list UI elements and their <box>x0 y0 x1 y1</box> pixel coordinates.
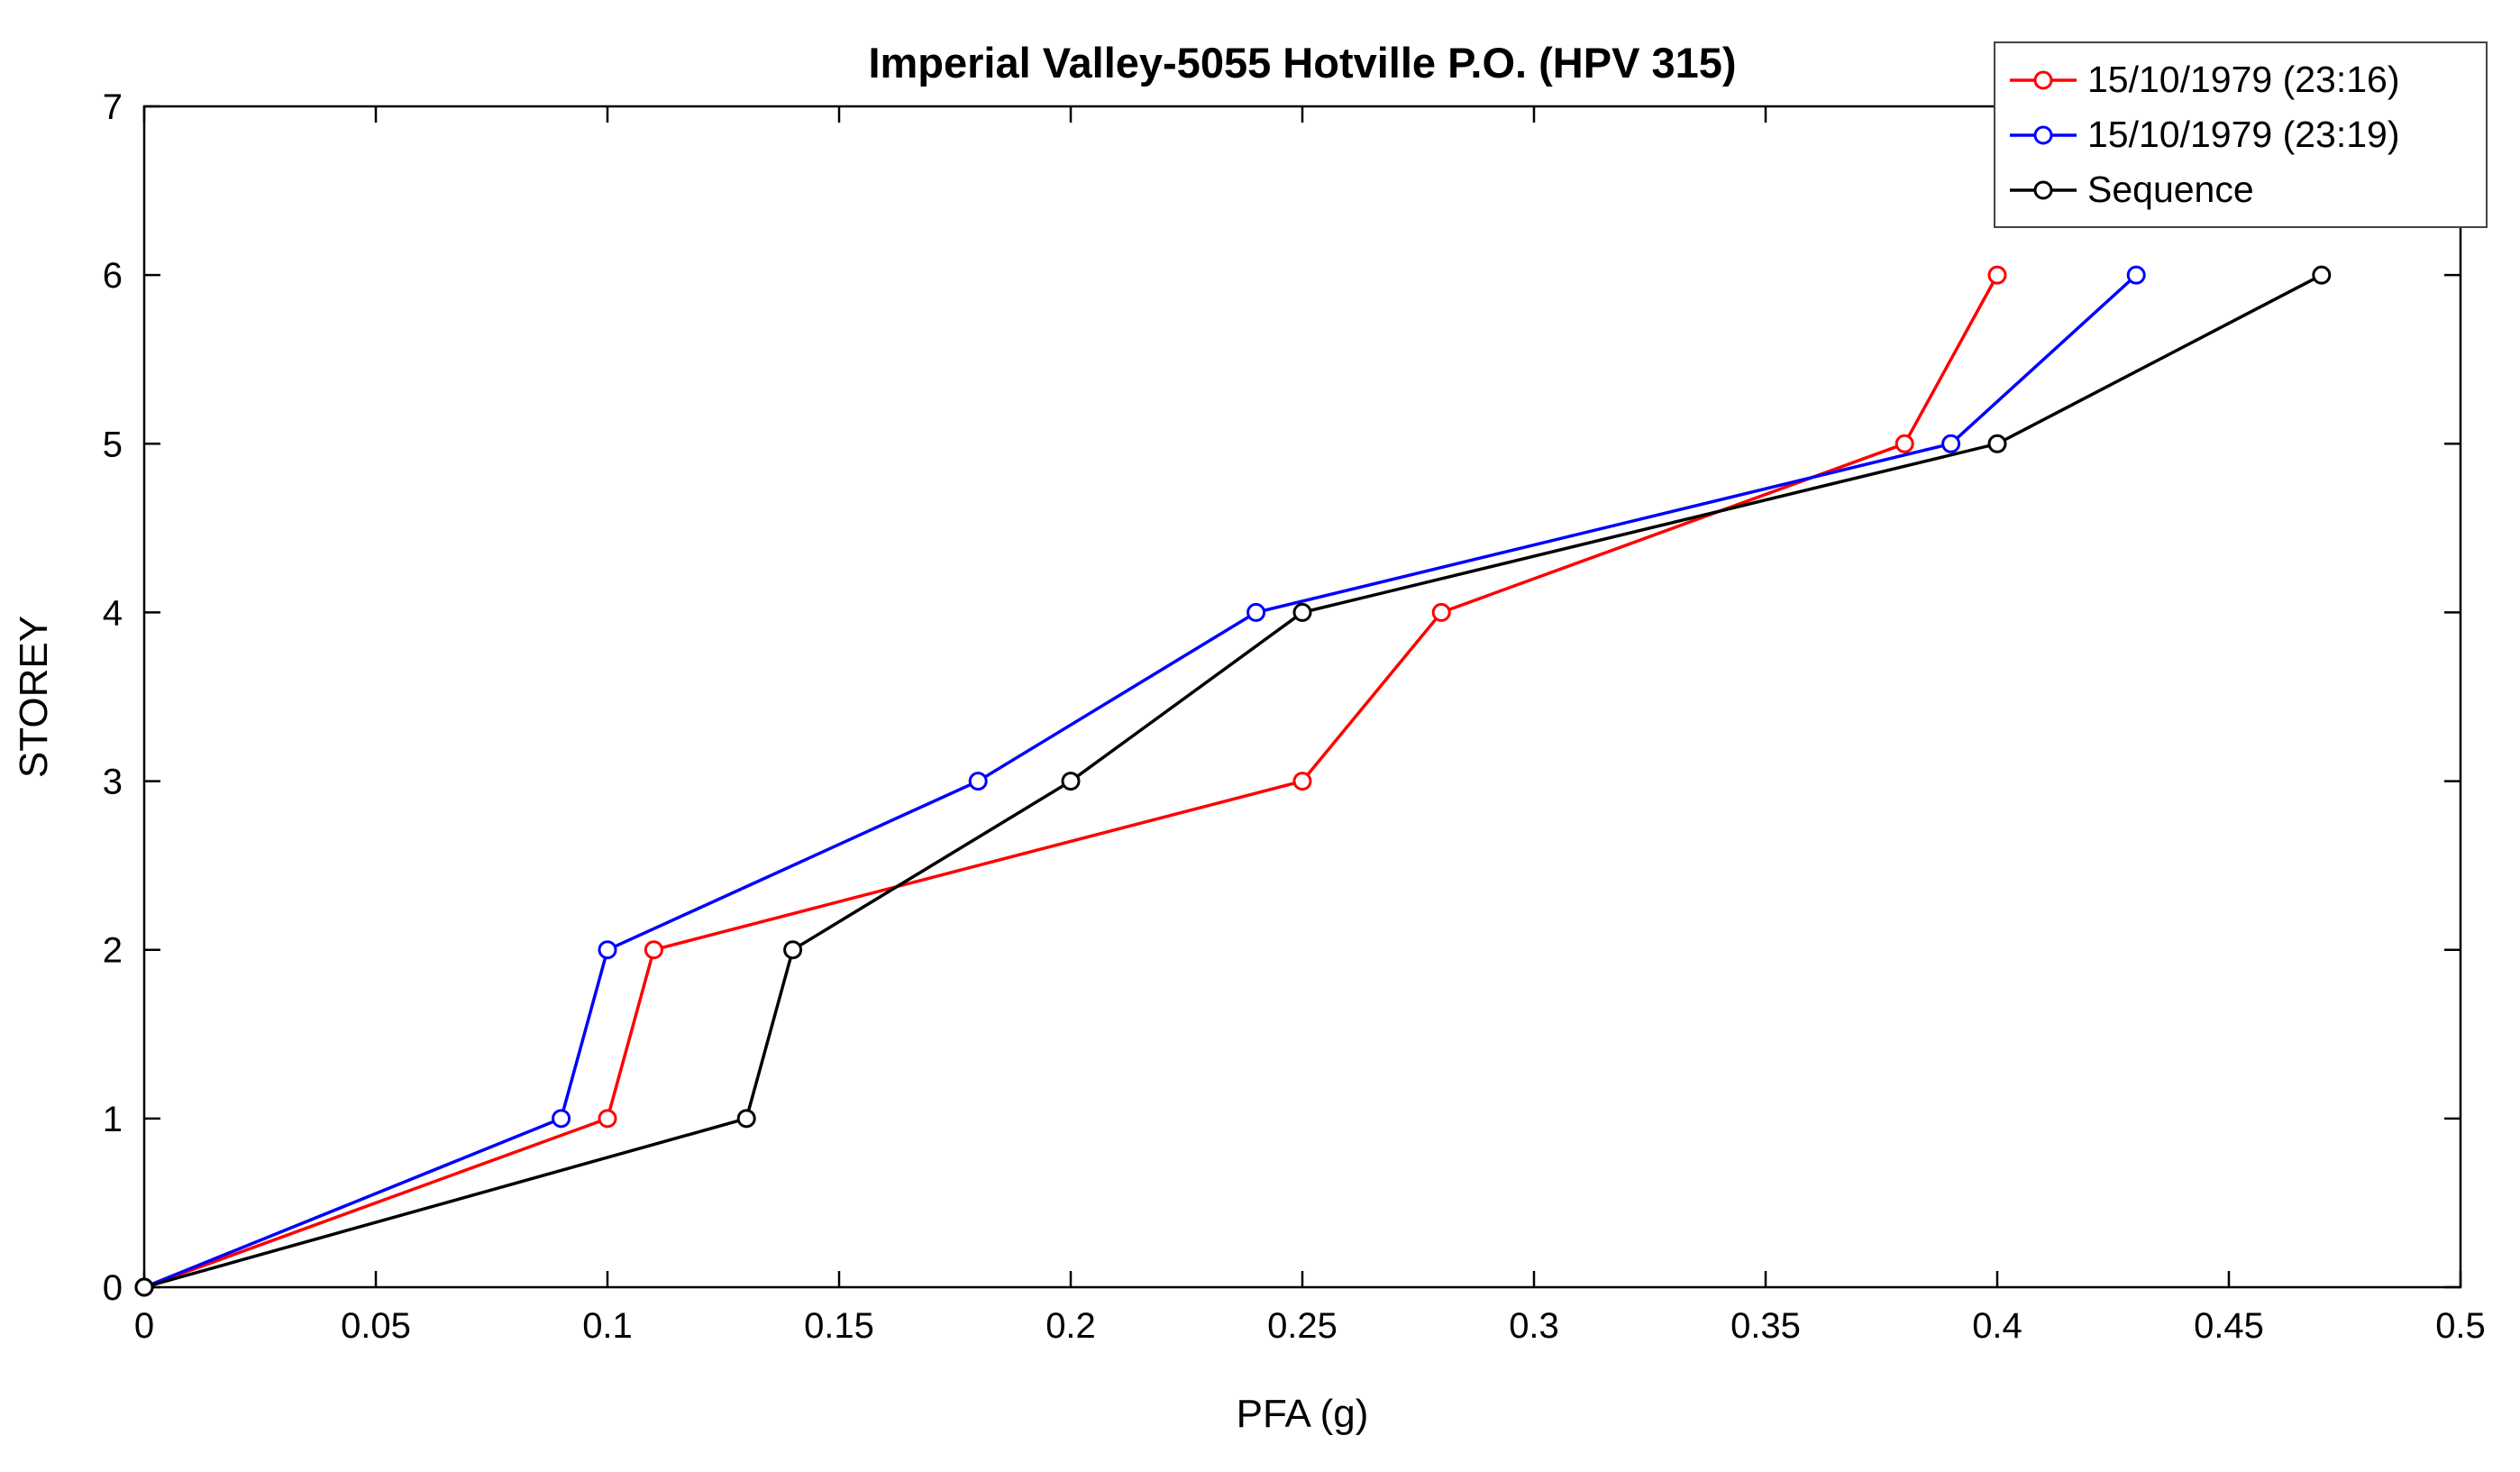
x-tick-label: 0.45 <box>2194 1306 2264 1346</box>
x-tick-label: 0.5 <box>2435 1306 2486 1346</box>
series-line-2 <box>143 273 2323 1289</box>
data-point-marker <box>598 1109 617 1129</box>
x-tick-label: 0.05 <box>341 1306 411 1346</box>
data-point-marker <box>968 772 988 791</box>
x-tick-label: 0.3 <box>1509 1306 1559 1346</box>
data-point-marker <box>644 940 663 960</box>
y-tick-label: 4 <box>103 593 123 633</box>
data-point-marker <box>1987 265 2007 285</box>
y-axis-label: STOREY <box>12 616 56 778</box>
legend-circle <box>2033 70 2053 89</box>
data-point-marker <box>1941 434 1961 453</box>
y-tick-label: 5 <box>103 425 123 464</box>
data-point-marker <box>1431 602 1451 622</box>
legend-marker-icon <box>2010 70 2077 89</box>
y-tick-label: 1 <box>103 1100 123 1139</box>
legend-label: 15/10/1979 (23:19) <box>2087 114 2400 155</box>
x-tick-label: 0.35 <box>1730 1306 1801 1346</box>
legend-marker-icon <box>2010 125 2077 144</box>
data-point-marker <box>134 1277 154 1297</box>
data-point-marker <box>1895 434 1914 453</box>
axes-box <box>142 105 2462 1289</box>
data-point-marker <box>2312 265 2332 285</box>
x-tick-label: 0.4 <box>1972 1306 2022 1346</box>
legend-item: 15/10/1979 (23:19) <box>2008 107 2473 162</box>
chart-title: Imperial Valley-5055 Hotville P.O. (HPV … <box>868 39 1736 87</box>
legend-label: Sequence <box>2087 169 2254 210</box>
y-tick-label: 3 <box>103 763 123 802</box>
data-point-marker <box>2126 265 2146 285</box>
y-tick-label: 6 <box>103 256 123 296</box>
legend-circle <box>2033 180 2053 199</box>
data-point-marker <box>736 1109 756 1129</box>
legend-circle <box>2033 125 2053 144</box>
data-point-marker <box>1987 434 2007 453</box>
x-tick-label: 0 <box>134 1306 154 1346</box>
legend-label: 15/10/1979 (23:16) <box>2087 59 2400 100</box>
data-point-marker <box>598 940 617 960</box>
legend: 15/10/1979 (23:16) 15/10/1979 (23:19) Sequ… <box>1994 41 2488 228</box>
y-tick-label: 7 <box>103 87 123 127</box>
x-axis-label: PFA (g) <box>1237 1392 1369 1436</box>
legend-item: Sequence <box>2008 162 2473 217</box>
data-point-marker <box>1061 772 1081 791</box>
data-point-marker <box>552 1109 571 1129</box>
x-tick-label: 0.15 <box>804 1306 874 1346</box>
legend-marker-icon <box>2010 180 2077 199</box>
data-point-marker <box>783 940 803 960</box>
y-tick-label: 2 <box>103 931 123 971</box>
series-line-1 <box>143 273 2138 1289</box>
x-tick-label: 0.25 <box>1267 1306 1338 1346</box>
data-point-marker <box>1292 602 1312 622</box>
data-point-marker <box>1292 772 1312 791</box>
legend-item: 15/10/1979 (23:16) <box>2008 52 2473 107</box>
data-point-marker <box>1246 602 1266 622</box>
x-tick-label: 0.2 <box>1045 1306 1096 1346</box>
x-tick-label: 0.1 <box>582 1306 633 1346</box>
plot-area: 0 0.05 0.1 0.15 0.2 0.25 0.3 0.35 0.4 0.45 0.5 0 1 2 3… <box>103 87 2486 1346</box>
y-tick-label: 0 <box>103 1268 123 1308</box>
